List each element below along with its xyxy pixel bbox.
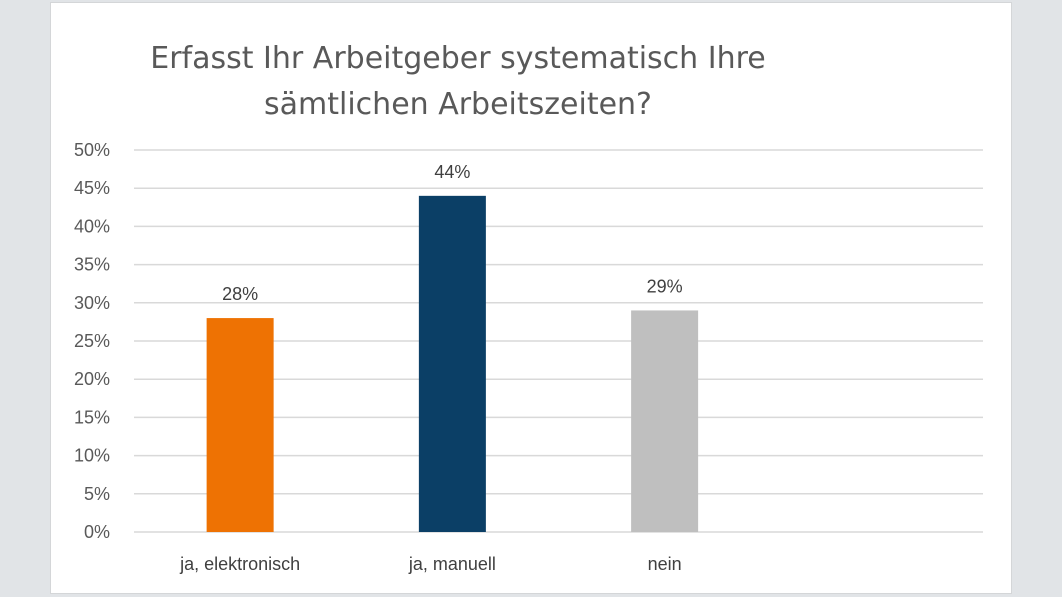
category-label: nein <box>648 554 682 574</box>
y-tick-label: 40% <box>74 216 110 236</box>
y-tick-label: 35% <box>74 255 110 275</box>
category-label: ja, elektronisch <box>179 554 300 574</box>
category-label: ja, manuell <box>408 554 496 574</box>
bar-2 <box>418 195 486 532</box>
data-label: 29% <box>647 276 683 296</box>
y-tick-label: 45% <box>74 178 110 198</box>
y-tick-label: 30% <box>74 293 110 313</box>
chart-title-line-1: Erfasst Ihr Arbeitgeber systematisch Ihr… <box>150 41 766 76</box>
y-tick-label: 5% <box>84 484 110 504</box>
bar-1 <box>206 318 274 532</box>
y-tick-label: 20% <box>74 369 110 389</box>
data-label: 28% <box>222 284 258 304</box>
y-tick-label: 15% <box>74 407 110 427</box>
chart-title: Erfasst Ihr Arbeitgeber systematisch Ihr… <box>100 36 816 128</box>
y-tick-label: 10% <box>74 446 110 466</box>
bar-3 <box>631 310 699 532</box>
y-tick-label: 0% <box>84 522 110 542</box>
data-label: 44% <box>434 162 470 182</box>
y-tick-label: 50% <box>74 140 110 160</box>
chart-title-line-2: sämtlichen Arbeitszeiten? <box>264 87 652 122</box>
y-tick-label: 25% <box>74 331 110 351</box>
